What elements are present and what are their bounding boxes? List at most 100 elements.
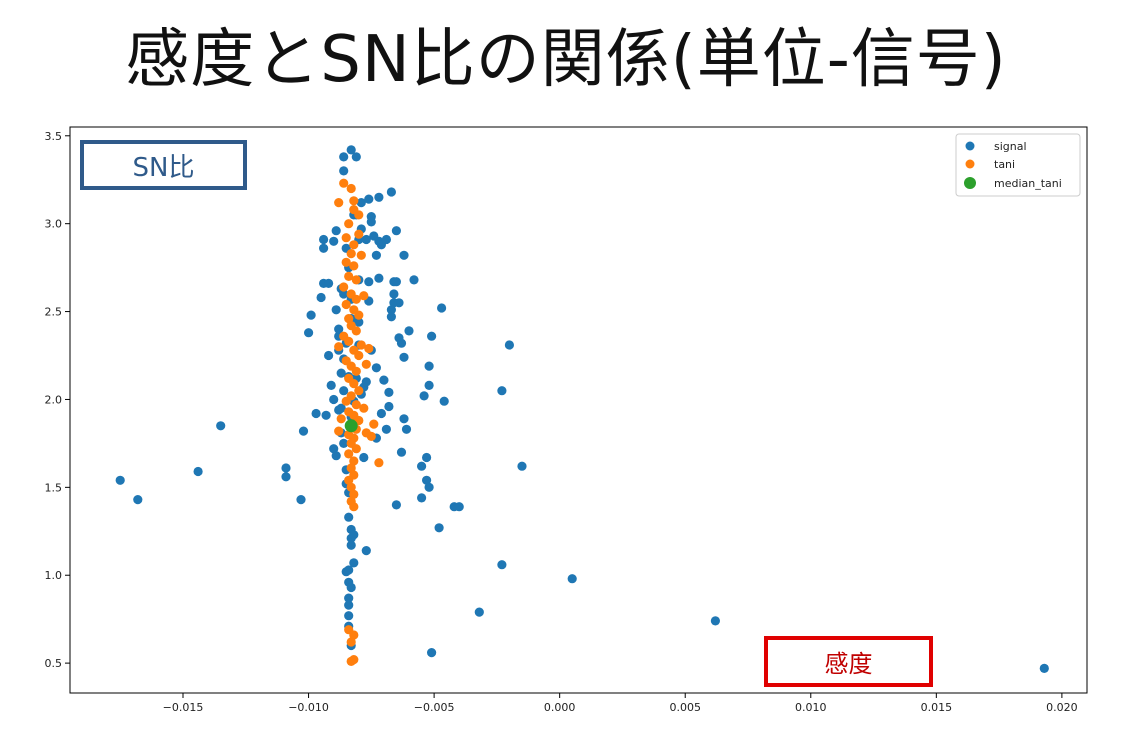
point-tani	[349, 196, 359, 206]
point-signal	[133, 495, 143, 505]
point-tani	[366, 431, 376, 441]
point-signal	[339, 386, 349, 396]
point-tani	[351, 326, 361, 336]
point-signal	[517, 461, 527, 471]
point-signal	[389, 289, 399, 299]
point-signal	[346, 540, 356, 550]
point-signal	[344, 611, 354, 621]
point-signal	[364, 194, 374, 204]
x-tick-label: 0.000	[544, 701, 576, 714]
point-signal	[710, 616, 721, 626]
point-tani	[356, 340, 366, 350]
point-tani	[344, 475, 354, 485]
point-signal	[371, 363, 381, 373]
point-tani	[351, 366, 361, 376]
point-tani	[354, 310, 364, 320]
point-signal	[349, 558, 359, 568]
slide-title: 感度とSN比の関係(単位-信号)	[125, 23, 1007, 97]
point-tani	[349, 502, 359, 512]
point-tani	[369, 419, 379, 429]
point-tani	[346, 637, 356, 647]
point-signal	[374, 273, 384, 283]
point-signal	[504, 340, 514, 350]
point-signal	[281, 463, 291, 473]
point-signal	[427, 331, 437, 341]
point-signal	[344, 565, 354, 575]
point-signal	[336, 368, 346, 378]
point-signal	[304, 328, 314, 338]
point-signal	[391, 277, 401, 287]
point-signal	[334, 324, 344, 334]
legend-label-median-tani: median_tani	[994, 177, 1062, 190]
point-tani	[349, 456, 359, 466]
point-tani	[344, 449, 354, 459]
point-signal	[454, 502, 464, 512]
y-tick-label: 0.5	[45, 657, 63, 670]
point-tani	[341, 233, 351, 243]
point-signal	[1039, 663, 1049, 674]
point-signal	[326, 380, 336, 390]
point-signal	[386, 312, 396, 322]
x-axis-label-callout: 感度	[764, 636, 933, 687]
point-signal	[216, 421, 226, 431]
point-signal	[339, 166, 349, 176]
point-median-tani	[344, 419, 358, 433]
point-signal	[376, 408, 386, 419]
point-signal	[399, 250, 409, 260]
point-signal	[331, 226, 341, 236]
point-signal	[386, 305, 396, 315]
point-signal	[361, 546, 371, 556]
point-signal	[364, 277, 374, 287]
point-tani	[344, 219, 354, 229]
point-signal	[319, 234, 329, 245]
point-tani	[346, 482, 356, 492]
point-tani	[341, 257, 351, 267]
point-signal	[474, 607, 484, 617]
point-signal	[344, 600, 354, 610]
point-signal	[381, 234, 391, 245]
point-signal	[115, 475, 125, 485]
point-signal	[339, 289, 349, 299]
point-signal	[396, 338, 407, 348]
point-signal	[344, 593, 354, 603]
y-tick-label: 2.0	[45, 393, 63, 406]
point-tani	[344, 271, 354, 281]
point-signal	[361, 234, 371, 245]
legend-label-signal: signal	[994, 140, 1027, 153]
point-signal	[424, 361, 434, 371]
point-signal	[339, 438, 349, 448]
x-tick-label: −0.015	[163, 701, 204, 714]
point-signal	[344, 512, 354, 522]
point-signal	[379, 375, 389, 385]
point-signal	[404, 326, 414, 336]
point-signal	[374, 192, 384, 202]
point-signal	[349, 530, 359, 540]
y-tick-label: 1.5	[45, 481, 63, 494]
point-tani	[356, 250, 366, 260]
point-tani	[349, 261, 359, 271]
point-tani	[339, 178, 349, 188]
point-tani	[359, 403, 369, 413]
point-tani	[354, 386, 364, 396]
point-signal	[386, 187, 396, 197]
y-tick-label: 2.5	[45, 306, 63, 319]
point-signal	[394, 298, 404, 308]
point-signal	[324, 278, 334, 288]
point-signal	[359, 452, 369, 463]
point-tani	[346, 249, 356, 259]
point-signal	[497, 386, 507, 396]
point-signal	[311, 408, 321, 419]
point-signal	[306, 310, 316, 320]
point-signal	[329, 394, 339, 405]
point-signal	[371, 250, 381, 260]
x-tick-label: 0.020	[1046, 701, 1078, 714]
legend-label-tani: tani	[994, 158, 1015, 171]
point-signal	[439, 396, 449, 406]
axis-ticks: −0.015 −0.010 −0.005 0.000 0.005 0.010 0.015 0.…	[45, 130, 1078, 714]
point-signal	[329, 444, 339, 454]
x-tick-label: −0.005	[414, 701, 455, 714]
x-tick-label: 0.005	[669, 701, 701, 714]
point-signal	[434, 523, 444, 533]
point-tani	[334, 198, 344, 208]
